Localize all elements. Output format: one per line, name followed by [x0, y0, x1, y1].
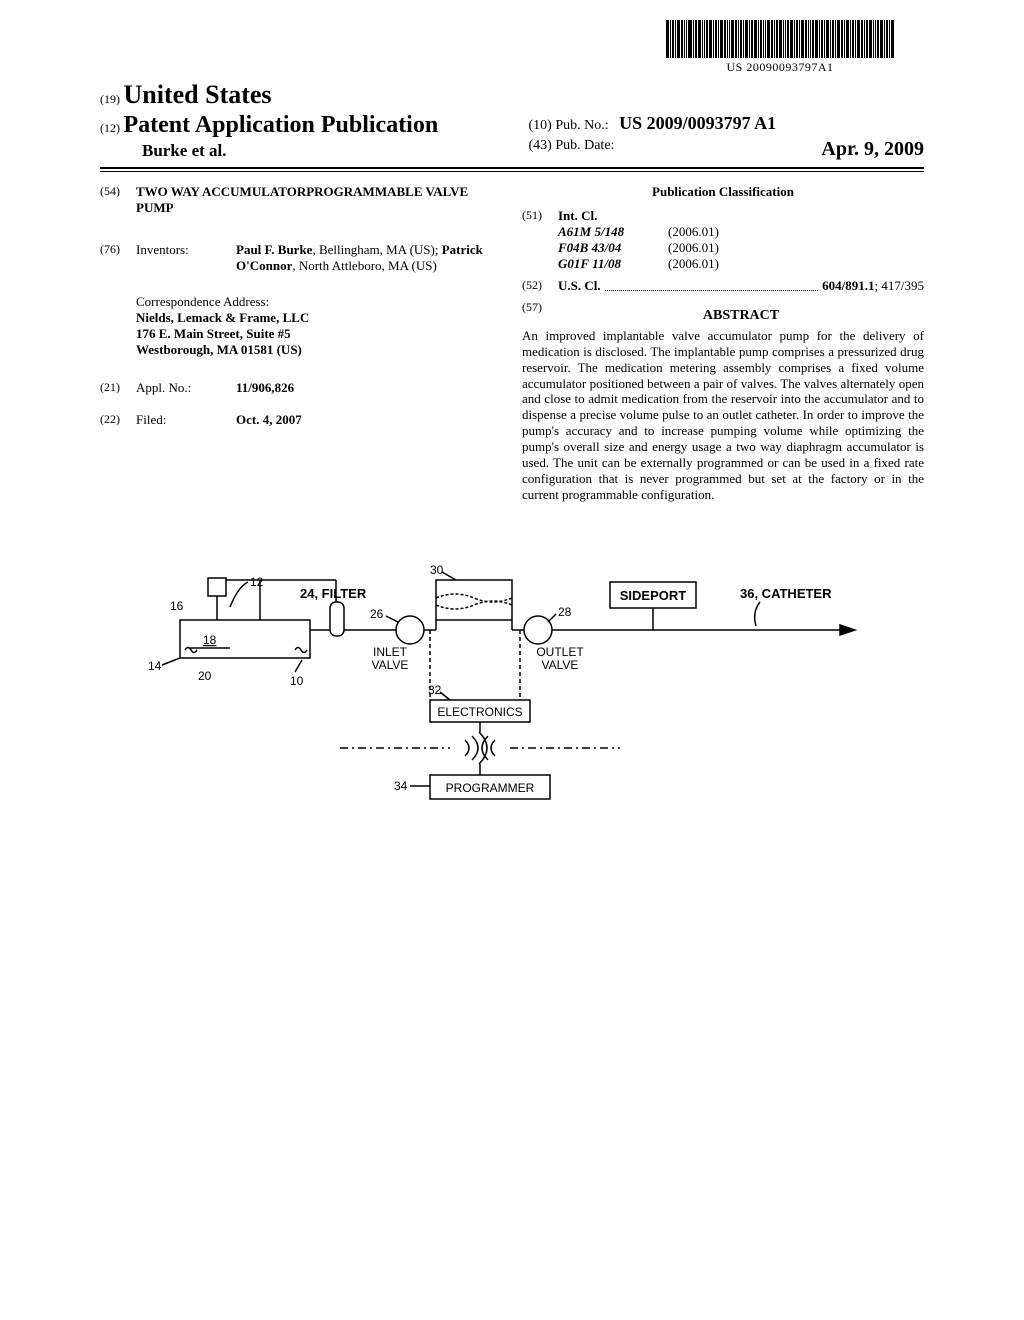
inventors-label: Inventors: — [136, 242, 236, 274]
left-column: (54) TWO WAY ACCUMULATORPROGRAMMABLE VAL… — [100, 184, 502, 502]
patent-page: US 20090093797A1 (19) United States (12)… — [0, 0, 1024, 1320]
pub-no-line: (10) Pub. No.: US 2009/0093797 A1 — [528, 113, 924, 134]
barcode — [666, 20, 894, 58]
fig-label-18: 18 — [203, 633, 217, 647]
intcl-code-1: F04B 43/04 — [558, 240, 668, 256]
inventors-block: (76) Inventors: Paul F. Burke, Bellingha… — [100, 242, 502, 274]
pub-date-label: Pub. Date: — [555, 138, 614, 153]
uscl-secondary: ; 417/395 — [875, 278, 924, 293]
pub-date-code: (43) — [528, 138, 551, 153]
correspondence-street: 176 E. Main Street, Suite #5 — [136, 326, 502, 342]
fig-label-24: 24, FILTER — [300, 586, 367, 601]
filed-date: Oct. 4, 2007 — [236, 412, 502, 428]
title-block: (54) TWO WAY ACCUMULATORPROGRAMMABLE VAL… — [100, 184, 502, 216]
body-columns: (54) TWO WAY ACCUMULATORPROGRAMMABLE VAL… — [100, 184, 924, 502]
inventors-list: Paul F. Burke, Bellingham, MA (US); Patr… — [236, 242, 502, 274]
intcl-code-0: A61M 5/148 — [558, 224, 668, 240]
intcl-item: A61M 5/148 (2006.01) — [558, 224, 719, 240]
pub-no-label: Pub. No.: — [555, 118, 608, 133]
correspondence-name: Nields, Lemack & Frame, LLC — [136, 310, 502, 326]
patent-figure: 18 16 20 14 12 10 24, FILT — [140, 550, 860, 870]
fig-label-electronics: ELECTRONICS — [437, 705, 522, 719]
correspondence-block: Correspondence Address: Nields, Lemack &… — [136, 294, 502, 358]
fig-label-inlet: INLET — [373, 645, 408, 659]
uscl-primary: 604/891.1 — [822, 278, 874, 293]
abstract-text: An improved implantable valve accumulato… — [522, 328, 924, 502]
country-line: (19) United States — [100, 80, 496, 110]
appl-no: 11/906,826 — [236, 380, 502, 396]
filed-block: (22) Filed: Oct. 4, 2007 — [100, 412, 502, 428]
figure-svg: 18 16 20 14 12 10 24, FILT — [140, 550, 860, 870]
intcl-item: G01F 11/08 (2006.01) — [558, 256, 719, 272]
fig-label-programmer: PROGRAMMER — [446, 781, 535, 795]
abstract-title: ABSTRACT — [558, 308, 924, 324]
appl-block: (21) Appl. No.: 11/906,826 — [100, 380, 502, 396]
fig-label-20: 20 — [198, 669, 212, 683]
fig-label-32: 32 — [428, 683, 442, 697]
intcl-year-0: (2006.01) — [668, 224, 719, 240]
fig-label-16: 16 — [170, 599, 184, 613]
intcl-content: Int. Cl. A61M 5/148 (2006.01) F04B 43/04… — [558, 208, 719, 272]
appl-code: (21) — [100, 380, 136, 396]
header: (19) United States (12) Patent Applicati… — [100, 80, 924, 161]
uscl-label: U.S. Cl. — [558, 278, 601, 294]
pub-date: Apr. 9, 2009 — [821, 138, 924, 161]
header-left: (19) United States (12) Patent Applicati… — [100, 80, 496, 161]
correspondence-label: Correspondence Address: — [136, 294, 502, 310]
fig-label-inlet2: VALVE — [372, 658, 409, 672]
uscl-block: (52) U.S. Cl. 604/891.1; 417/395 — [522, 278, 924, 294]
country-code: (19) — [100, 92, 120, 106]
fig-label-30: 30 — [430, 563, 444, 577]
fig-label-34: 34 — [394, 779, 408, 793]
divider-thick — [100, 167, 924, 169]
fig-label-26: 26 — [370, 607, 384, 621]
header-right: (10) Pub. No.: US 2009/0093797 A1 (43) P… — [528, 113, 924, 161]
pub-type: Patent Application Publication — [124, 112, 439, 138]
fig-label-10: 10 — [290, 674, 304, 688]
intcl-label: Int. Cl. — [558, 208, 719, 224]
title-code: (54) — [100, 184, 136, 216]
pub-type-code: (12) — [100, 121, 120, 135]
fig-label-14: 14 — [148, 659, 162, 673]
appl-label: Appl. No.: — [136, 380, 236, 396]
filed-code: (22) — [100, 412, 136, 428]
fig-label-28: 28 — [558, 605, 572, 619]
fig-label-outlet2: VALVE — [542, 658, 579, 672]
intcl-code: (51) — [522, 208, 558, 272]
classification-title: Publication Classification — [522, 184, 924, 200]
intcl-code-2: G01F 11/08 — [558, 256, 668, 272]
uscl-dots — [605, 278, 819, 291]
country: United States — [124, 80, 272, 109]
filed-label: Filed: — [136, 412, 236, 428]
fig-label-36: 36, CATHETER — [740, 586, 832, 601]
uscl-code: (52) — [522, 278, 558, 294]
barcode-block: US 20090093797A1 — [666, 20, 894, 75]
intcl-year-2: (2006.01) — [668, 256, 719, 272]
fig-label-outlet: OUTLET — [536, 645, 584, 659]
intcl-year-1: (2006.01) — [668, 240, 719, 256]
fig-label-sideport: SIDEPORT — [620, 588, 687, 603]
intcl-block: (51) Int. Cl. A61M 5/148 (2006.01) F04B … — [522, 208, 924, 272]
right-column: Publication Classification (51) Int. Cl.… — [522, 184, 924, 502]
inventors-code: (76) — [100, 242, 136, 274]
correspondence-city: Westborough, MA 01581 (US) — [136, 342, 502, 358]
divider-thin — [100, 171, 924, 172]
barcode-number: US 20090093797A1 — [666, 60, 894, 75]
pub-no: US 2009/0093797 A1 — [619, 113, 776, 133]
pub-date-line: (43) Pub. Date: Apr. 9, 2009 — [528, 138, 924, 154]
uscl-values: 604/891.1; 417/395 — [822, 278, 924, 294]
abstract-code: (57) — [522, 300, 558, 324]
abstract-header: (57) ABSTRACT — [522, 300, 924, 324]
authors-short: Burke et al. — [142, 141, 496, 161]
pub-no-code: (10) — [528, 118, 551, 133]
invention-title: TWO WAY ACCUMULATORPROGRAMMABLE VALVE PU… — [136, 184, 502, 216]
pub-type-line: (12) Patent Application Publication — [100, 112, 496, 139]
intcl-item: F04B 43/04 (2006.01) — [558, 240, 719, 256]
fig-label-12: 12 — [250, 575, 264, 589]
